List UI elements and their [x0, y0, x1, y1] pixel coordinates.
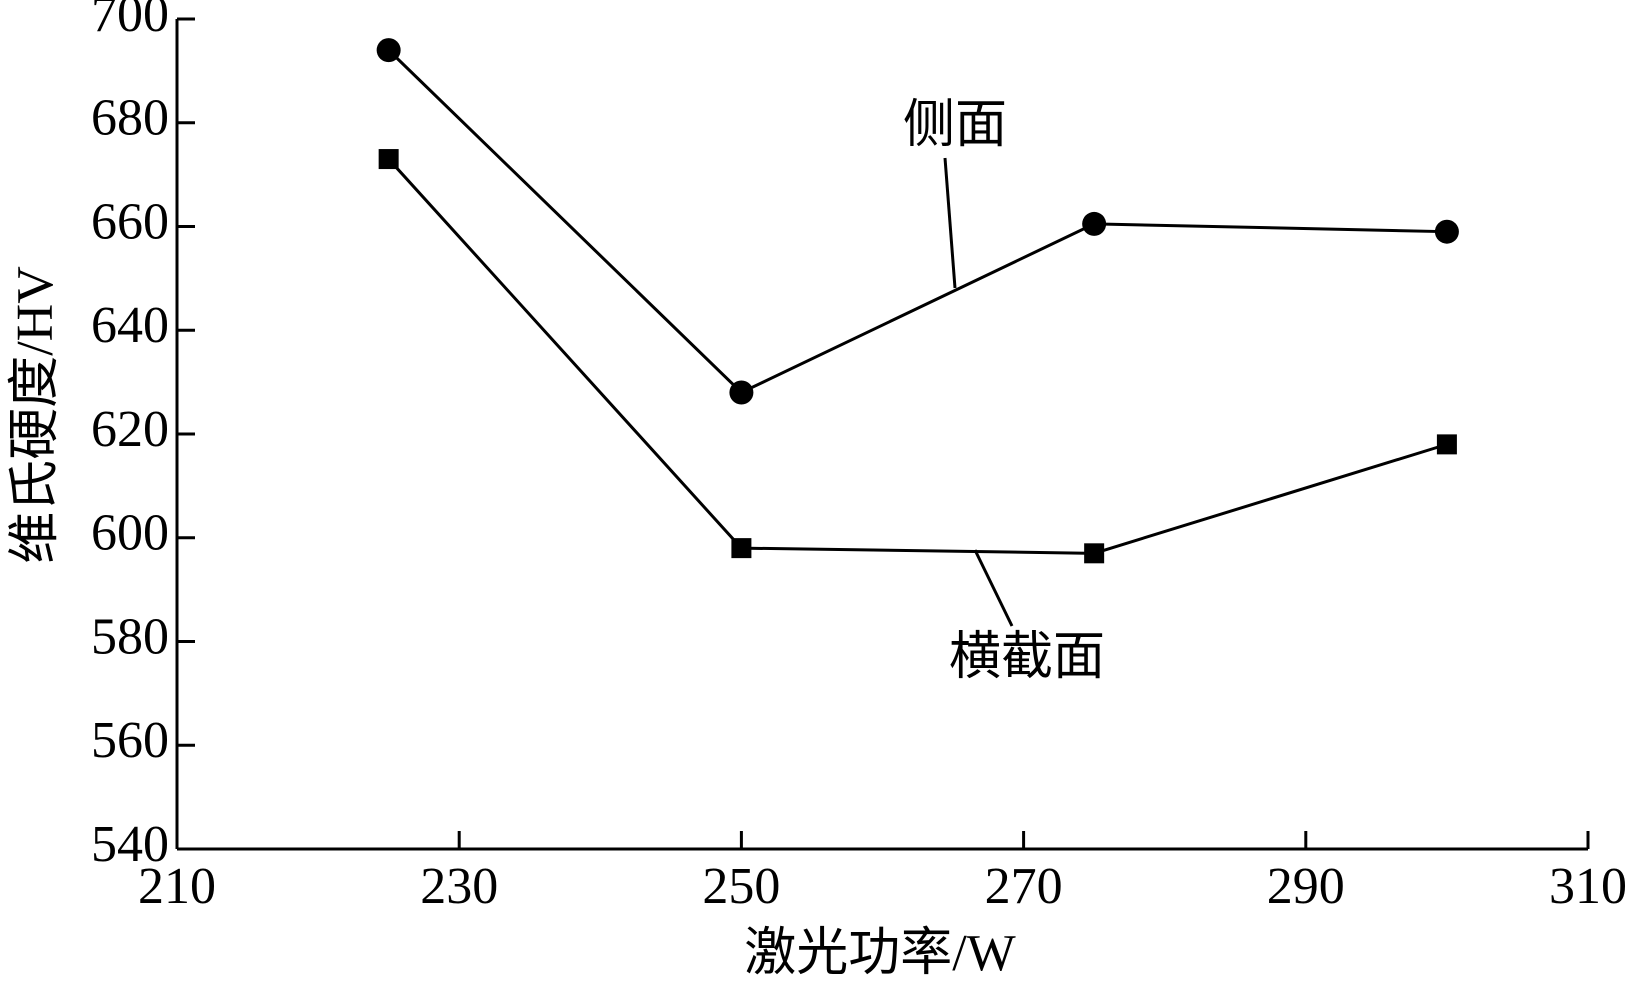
y-tick-label: 560: [91, 712, 169, 769]
y-tick-label: 680: [91, 90, 169, 147]
marker: [729, 380, 754, 405]
marker: [1436, 434, 1457, 455]
y-axis-label: 维氏硬度/HV: [7, 266, 64, 564]
x-tick-label: 290: [1267, 858, 1345, 915]
marker: [376, 38, 401, 63]
callout-line: [943, 157, 957, 289]
marker: [1434, 219, 1459, 244]
x-tick-label: 210: [138, 858, 216, 915]
x-tick-label: 250: [702, 858, 780, 915]
y-tick-label: 660: [91, 193, 169, 250]
y-tick-label: 700: [91, 0, 169, 43]
y-tick-label: 620: [91, 401, 169, 458]
x-tick-label: 310: [1549, 858, 1627, 915]
series-line: [387, 158, 1448, 555]
marker: [378, 149, 399, 170]
series-label: 侧面: [903, 97, 1007, 154]
series-line: [387, 49, 1447, 395]
marker: [731, 538, 752, 559]
callout-line: [973, 549, 1014, 627]
x-tick-label: 230: [420, 858, 498, 915]
y-tick-label: 580: [91, 608, 169, 665]
y-tick-label: 600: [91, 505, 169, 562]
series-label: 横截面: [949, 629, 1105, 686]
marker: [1082, 211, 1107, 236]
y-tick-label: 640: [91, 297, 169, 354]
x-tick-label: 270: [985, 858, 1063, 915]
x-axis-label: 激光功率/W: [744, 925, 1016, 982]
marker: [1084, 543, 1105, 564]
y-tick-label: 540: [91, 816, 169, 873]
